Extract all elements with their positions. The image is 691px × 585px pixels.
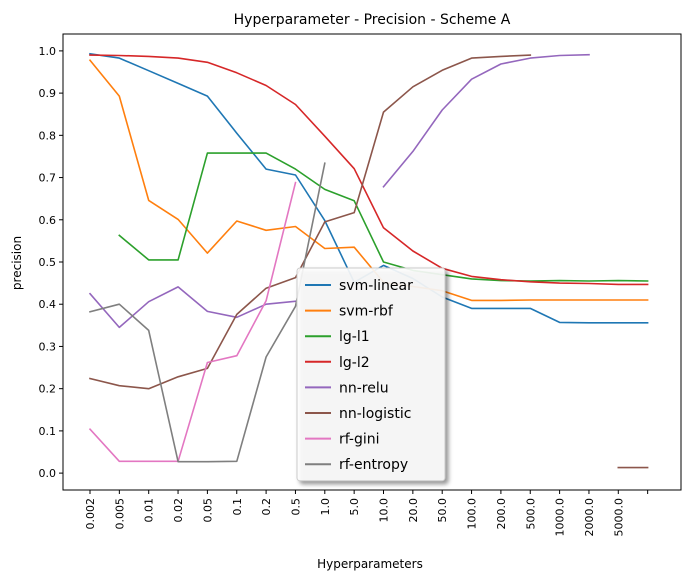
legend-label: svm-rbf <box>339 304 394 320</box>
legend-box <box>296 267 446 482</box>
x-tick-label: 50.0 <box>436 498 449 523</box>
series-line <box>88 286 297 329</box>
series-rf-gini <box>88 181 297 463</box>
series-layer <box>88 52 649 469</box>
x-tick-label: 0.01 <box>143 498 156 523</box>
legend-label: svm-linear <box>339 278 413 294</box>
legend-label: rf-entropy <box>339 457 408 473</box>
x-tick-label: 0.5 <box>289 498 302 516</box>
axes-layer: 0.0 0.1 0.2 0.3 0.4 0.5 0.6 0.7 0.8 0.9 1.0 0.002 0.… <box>39 45 649 537</box>
x-tick-label: 100.0 <box>466 498 479 530</box>
x-tick-label: 0.002 <box>84 498 97 530</box>
x-tick-label: 0.005 <box>113 498 126 530</box>
series-nn-logistic <box>89 54 649 469</box>
legend-label: lg-l1 <box>339 329 370 345</box>
y-tick-label: 0.9 <box>39 87 57 100</box>
legend-label: nn-relu <box>339 380 389 396</box>
series-line <box>89 54 532 390</box>
x-tick-label: 0.05 <box>201 498 214 523</box>
legend: svm-linear svm-rbf lg-l1 lg-l2 nn-relu nn-log… <box>296 267 446 482</box>
y-axis-label: precision <box>10 236 24 290</box>
series-line <box>88 181 297 463</box>
series-lg-l2 <box>89 54 649 286</box>
x-axis-label: Hyperparameters <box>317 557 423 571</box>
x-tick-label: 0.2 <box>260 498 273 516</box>
plot-frame <box>62 33 682 491</box>
y-tick-label: 0.3 <box>39 340 57 353</box>
series-rf-entropy <box>89 162 326 463</box>
series-line <box>118 152 649 282</box>
x-tick-label: 1.0 <box>319 498 332 516</box>
x-tick-label: 200.0 <box>495 498 508 530</box>
x-tick-label: 5.0 <box>348 498 361 516</box>
series-line <box>89 162 326 463</box>
y-tick-label: 1.0 <box>39 45 57 58</box>
x-tick-label: 5000.0 <box>612 498 625 537</box>
y-tick-label: 0.5 <box>39 256 57 269</box>
x-tick-label: 10.0 <box>378 498 391 523</box>
y-tick-label: 0.7 <box>39 172 57 185</box>
series-svm-rbf <box>88 59 649 302</box>
series-line <box>89 54 649 286</box>
series-line <box>88 59 649 302</box>
x-tick-label: 2000.0 <box>583 498 596 537</box>
series-nn-relu <box>88 53 590 329</box>
x-tick-label: 1000.0 <box>554 498 567 537</box>
legend-label: lg-l2 <box>339 355 370 371</box>
y-tick-label: 0.4 <box>39 298 57 311</box>
series-lg-l1 <box>118 152 649 282</box>
y-tick-label: 0.2 <box>39 383 57 396</box>
x-tick-label: 20.0 <box>407 498 420 523</box>
x-tick-label: 0.1 <box>231 498 244 516</box>
legend-label: nn-logistic <box>339 406 411 422</box>
y-tick-label: 0.6 <box>39 214 57 227</box>
y-tick-label: 0.1 <box>39 425 57 438</box>
x-tick-label: 0.02 <box>172 498 185 523</box>
x-tick-label: 500.0 <box>524 498 537 530</box>
y-tick-label: 0.0 <box>39 467 57 480</box>
y-tick-label: 0.8 <box>39 129 57 142</box>
series-line <box>382 53 590 188</box>
legend-label: rf-gini <box>339 432 380 448</box>
chart-title: Hyperparameter - Precision - Scheme A <box>234 12 511 28</box>
